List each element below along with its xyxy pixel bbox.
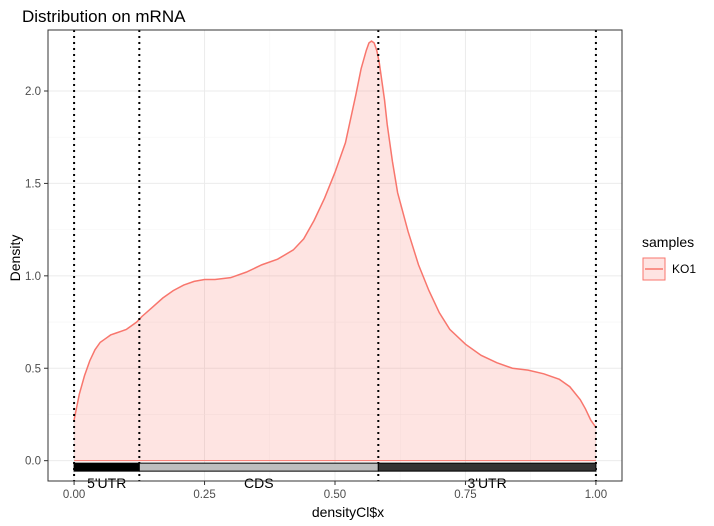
y-tick-label: 1.5 [25,178,41,190]
region-bar: 5'UTR CDS 3'UTR [73,462,597,491]
density-area-layer [73,40,597,462]
x-tick-label: 1.00 [585,489,607,501]
chart-title: Distribution on mRNA [22,7,186,26]
x-axis-title: densityCl$x [312,504,384,520]
density-line-ko1 [73,40,597,428]
y-tick-label: 2.0 [25,86,41,98]
region-label: 5'UTR [87,475,126,491]
region-segment [377,462,597,472]
region-label: 3'UTR [467,475,506,491]
legend-title: samples [642,234,694,250]
legend: samples KO1 [642,234,696,281]
x-tick-label: 0.25 [193,489,215,501]
y-tick-label: 0.0 [25,456,41,468]
y-tick-label: 0.5 [25,363,41,375]
x-axis-ticks: 0.00 0.25 0.50 0.75 1.00 [63,481,607,501]
x-tick-label: 0.50 [324,489,346,501]
legend-label-ko1: KO1 [672,262,696,276]
x-tick-label: 0.75 [454,489,476,501]
region-label: CDS [244,475,274,491]
y-axis-ticks: 0.0 0.5 1.0 1.5 2.0 [25,86,48,468]
density-area-ko1 [74,41,596,461]
region-segment [73,462,140,472]
region-segment [138,462,379,472]
y-tick-label: 1.0 [25,271,41,283]
plot-panel: 5'UTR CDS 3'UTR [47,29,623,491]
y-axis-title: Density [7,235,23,282]
x-tick-label: 0.00 [63,489,85,501]
